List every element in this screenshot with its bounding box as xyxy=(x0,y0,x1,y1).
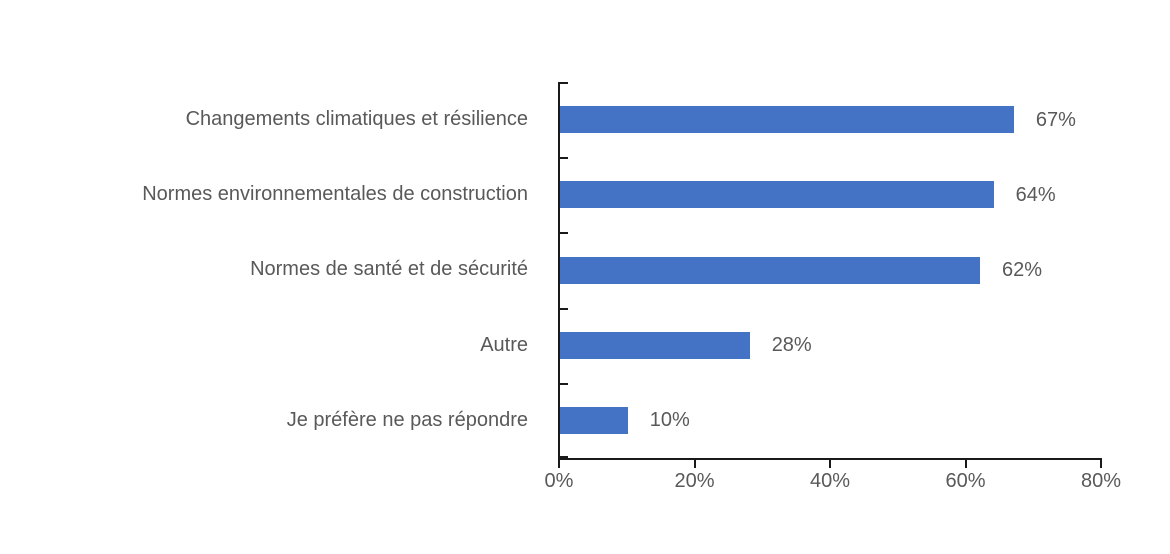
y-axis-tick xyxy=(560,382,568,385)
x-tick-label: 0% xyxy=(544,470,574,492)
x-tick-label: 20% xyxy=(674,470,715,492)
x-axis-tick xyxy=(558,460,560,468)
x-axis-tick xyxy=(1100,460,1102,468)
y-axis-tick xyxy=(560,157,568,160)
y-axis-tick xyxy=(560,82,568,84)
bar xyxy=(560,181,994,209)
bar xyxy=(560,106,1014,134)
bar xyxy=(560,406,628,434)
value-label: 67% xyxy=(1035,108,1076,131)
category-label: Autre xyxy=(480,333,528,356)
value-label: 10% xyxy=(649,409,690,432)
category-label: Changements climatiques et résilience xyxy=(185,108,528,131)
value-label: 62% xyxy=(1002,259,1043,281)
x-axis-tick xyxy=(693,460,696,468)
category-label: Normes de santé et de sécurité xyxy=(250,258,528,281)
x-axis-tick xyxy=(829,460,831,468)
value-label: 28% xyxy=(771,334,812,357)
y-axis-tick xyxy=(560,307,568,310)
y-axis-tick xyxy=(560,456,568,458)
x-tick-label: 60% xyxy=(945,470,986,492)
plot-area: 67% 64% 62% 28% 10% xyxy=(558,82,1102,460)
category-label: Je préfère ne pas répondre xyxy=(286,408,528,431)
bar xyxy=(560,256,981,284)
category-label: Normes environnementales de construction xyxy=(142,183,528,206)
y-axis-tick xyxy=(560,232,568,235)
x-axis-tick xyxy=(964,460,967,468)
x-tick-label: 80% xyxy=(1080,470,1122,492)
x-tick-label: 40% xyxy=(809,470,851,492)
value-label: 64% xyxy=(1015,183,1056,206)
bar xyxy=(560,331,750,359)
